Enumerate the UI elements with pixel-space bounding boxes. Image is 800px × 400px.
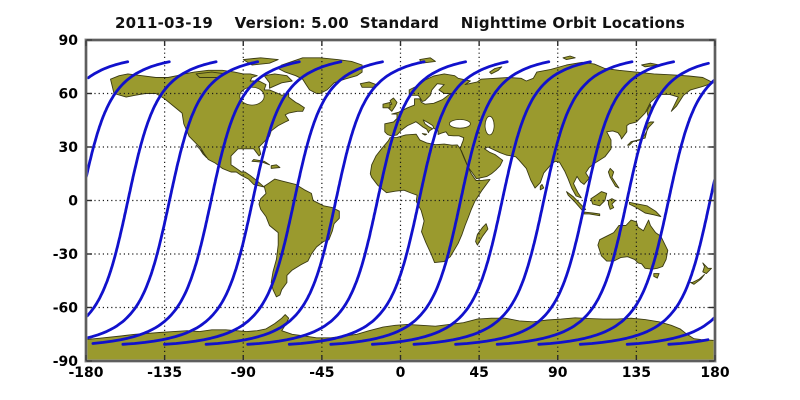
landmass-java: [583, 211, 601, 217]
orbit-track: [87, 60, 130, 80]
orbit-track: [163, 60, 384, 346]
y-axis-tick-label: -30: [53, 247, 79, 263]
caspian-sea: [484, 115, 495, 136]
y-axis-tick-label: 30: [59, 140, 79, 156]
orbit-track: [537, 78, 717, 346]
landmass-sicily: [421, 133, 428, 136]
x-axis-tick-label: -135: [147, 365, 182, 381]
landmass-borneo: [590, 191, 608, 207]
landmass-new-zealand-north: [702, 262, 712, 275]
frame-inner: [85, 39, 716, 362]
landmass-philippines: [607, 167, 620, 189]
landmass-new-zealand-south: [690, 274, 705, 285]
landmass-sulawesi: [607, 198, 616, 210]
orbit-track: [204, 60, 426, 346]
orbit-track: [84, 60, 171, 180]
x-axis-tick-label: 180: [700, 365, 729, 381]
y-axis-tick-label: 60: [59, 87, 79, 103]
x-axis-tick-label: 90: [548, 365, 568, 381]
orbit-track: [667, 338, 710, 346]
landmass-hispaniola: [270, 164, 281, 169]
orbit-track: [91, 60, 301, 345]
chart-title: 2011-03-19 Version: 5.00 Standard Nightt…: [115, 14, 685, 32]
black-sea: [449, 119, 471, 129]
orbit-tracks: [84, 60, 717, 346]
landmass-iceland: [359, 81, 377, 88]
landmass-tasmania: [653, 273, 660, 279]
orbit-track: [84, 60, 260, 340]
orbit-track: [412, 60, 634, 346]
grid-lines: [86, 40, 715, 361]
landmass-novaya-zemlya: [489, 66, 503, 75]
x-axis-tick-label: 45: [469, 365, 488, 381]
orbit-track: [454, 60, 675, 346]
landmass-australia: [597, 219, 669, 270]
orbit-track: [495, 61, 710, 346]
orbit-track: [121, 60, 343, 346]
y-axis-tick-label: 90: [59, 33, 79, 49]
x-axis-tick-label: -45: [309, 365, 334, 381]
landmass-madagascar: [475, 223, 489, 246]
orbit-track: [85, 60, 218, 318]
x-axis-labels: -180 -135 -90 -45 0 45 90 135 180: [68, 365, 729, 381]
orbit-track: [329, 60, 551, 346]
y-axis-tick-label: -60: [53, 301, 79, 317]
landmass-japan: [627, 121, 655, 146]
orbit-track: [578, 178, 717, 346]
y-axis-labels: 90 60 30 0 -30 -60 -90: [53, 33, 79, 370]
orbit-track: [370, 60, 592, 346]
orbit-track: [287, 60, 509, 346]
landmass-sri-lanka: [539, 183, 545, 191]
x-axis-tick-label: 135: [622, 365, 651, 381]
landmass-ireland: [382, 101, 391, 109]
x-axis-tick-label: 0: [396, 365, 406, 381]
x-axis-tick-label: -90: [231, 365, 257, 381]
landmass-severnaya-zemlya: [562, 55, 576, 61]
orbit-track: [625, 316, 716, 346]
y-axis-tick-label: 0: [68, 194, 78, 210]
orbit-track: [246, 60, 468, 346]
plot-frame: [84, 38, 717, 363]
landmass-new-guinea: [628, 201, 662, 218]
y-axis-tick-label: -90: [53, 354, 79, 370]
x-axis-tick-label: -180: [68, 365, 103, 381]
landmass-baffin: [263, 73, 293, 89]
